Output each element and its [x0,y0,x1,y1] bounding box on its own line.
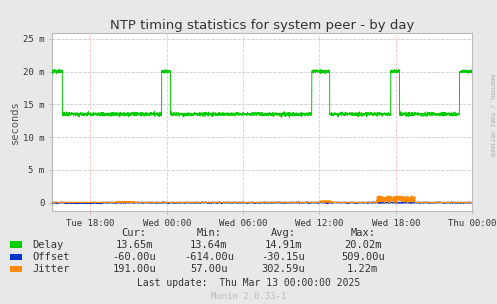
Y-axis label: seconds: seconds [10,101,20,144]
Text: -30.15u: -30.15u [261,252,305,262]
Text: Last update:  Thu Mar 13 00:00:00 2025: Last update: Thu Mar 13 00:00:00 2025 [137,278,360,288]
Text: Munin 2.0.33-1: Munin 2.0.33-1 [211,292,286,301]
Text: -60.00u: -60.00u [112,252,156,262]
Text: Offset: Offset [32,252,70,262]
Text: Max:: Max: [350,228,375,237]
Text: Delay: Delay [32,240,64,250]
Text: 13.65m: 13.65m [115,240,153,250]
Text: 20.02m: 20.02m [344,240,382,250]
Text: 13.64m: 13.64m [190,240,228,250]
Text: 302.59u: 302.59u [261,264,305,274]
Text: Avg:: Avg: [271,228,296,237]
Text: Min:: Min: [196,228,221,237]
Text: 57.00u: 57.00u [190,264,228,274]
Text: Jitter: Jitter [32,264,70,274]
Text: 1.22m: 1.22m [347,264,378,274]
Text: RRDTOOL / TOBI OETIKER: RRDTOOL / TOBI OETIKER [490,74,495,157]
Title: NTP timing statistics for system peer - by day: NTP timing statistics for system peer - … [110,19,414,32]
Text: Cur:: Cur: [122,228,147,237]
Text: 14.91m: 14.91m [264,240,302,250]
Text: 191.00u: 191.00u [112,264,156,274]
Text: 509.00u: 509.00u [341,252,385,262]
Text: -614.00u: -614.00u [184,252,234,262]
